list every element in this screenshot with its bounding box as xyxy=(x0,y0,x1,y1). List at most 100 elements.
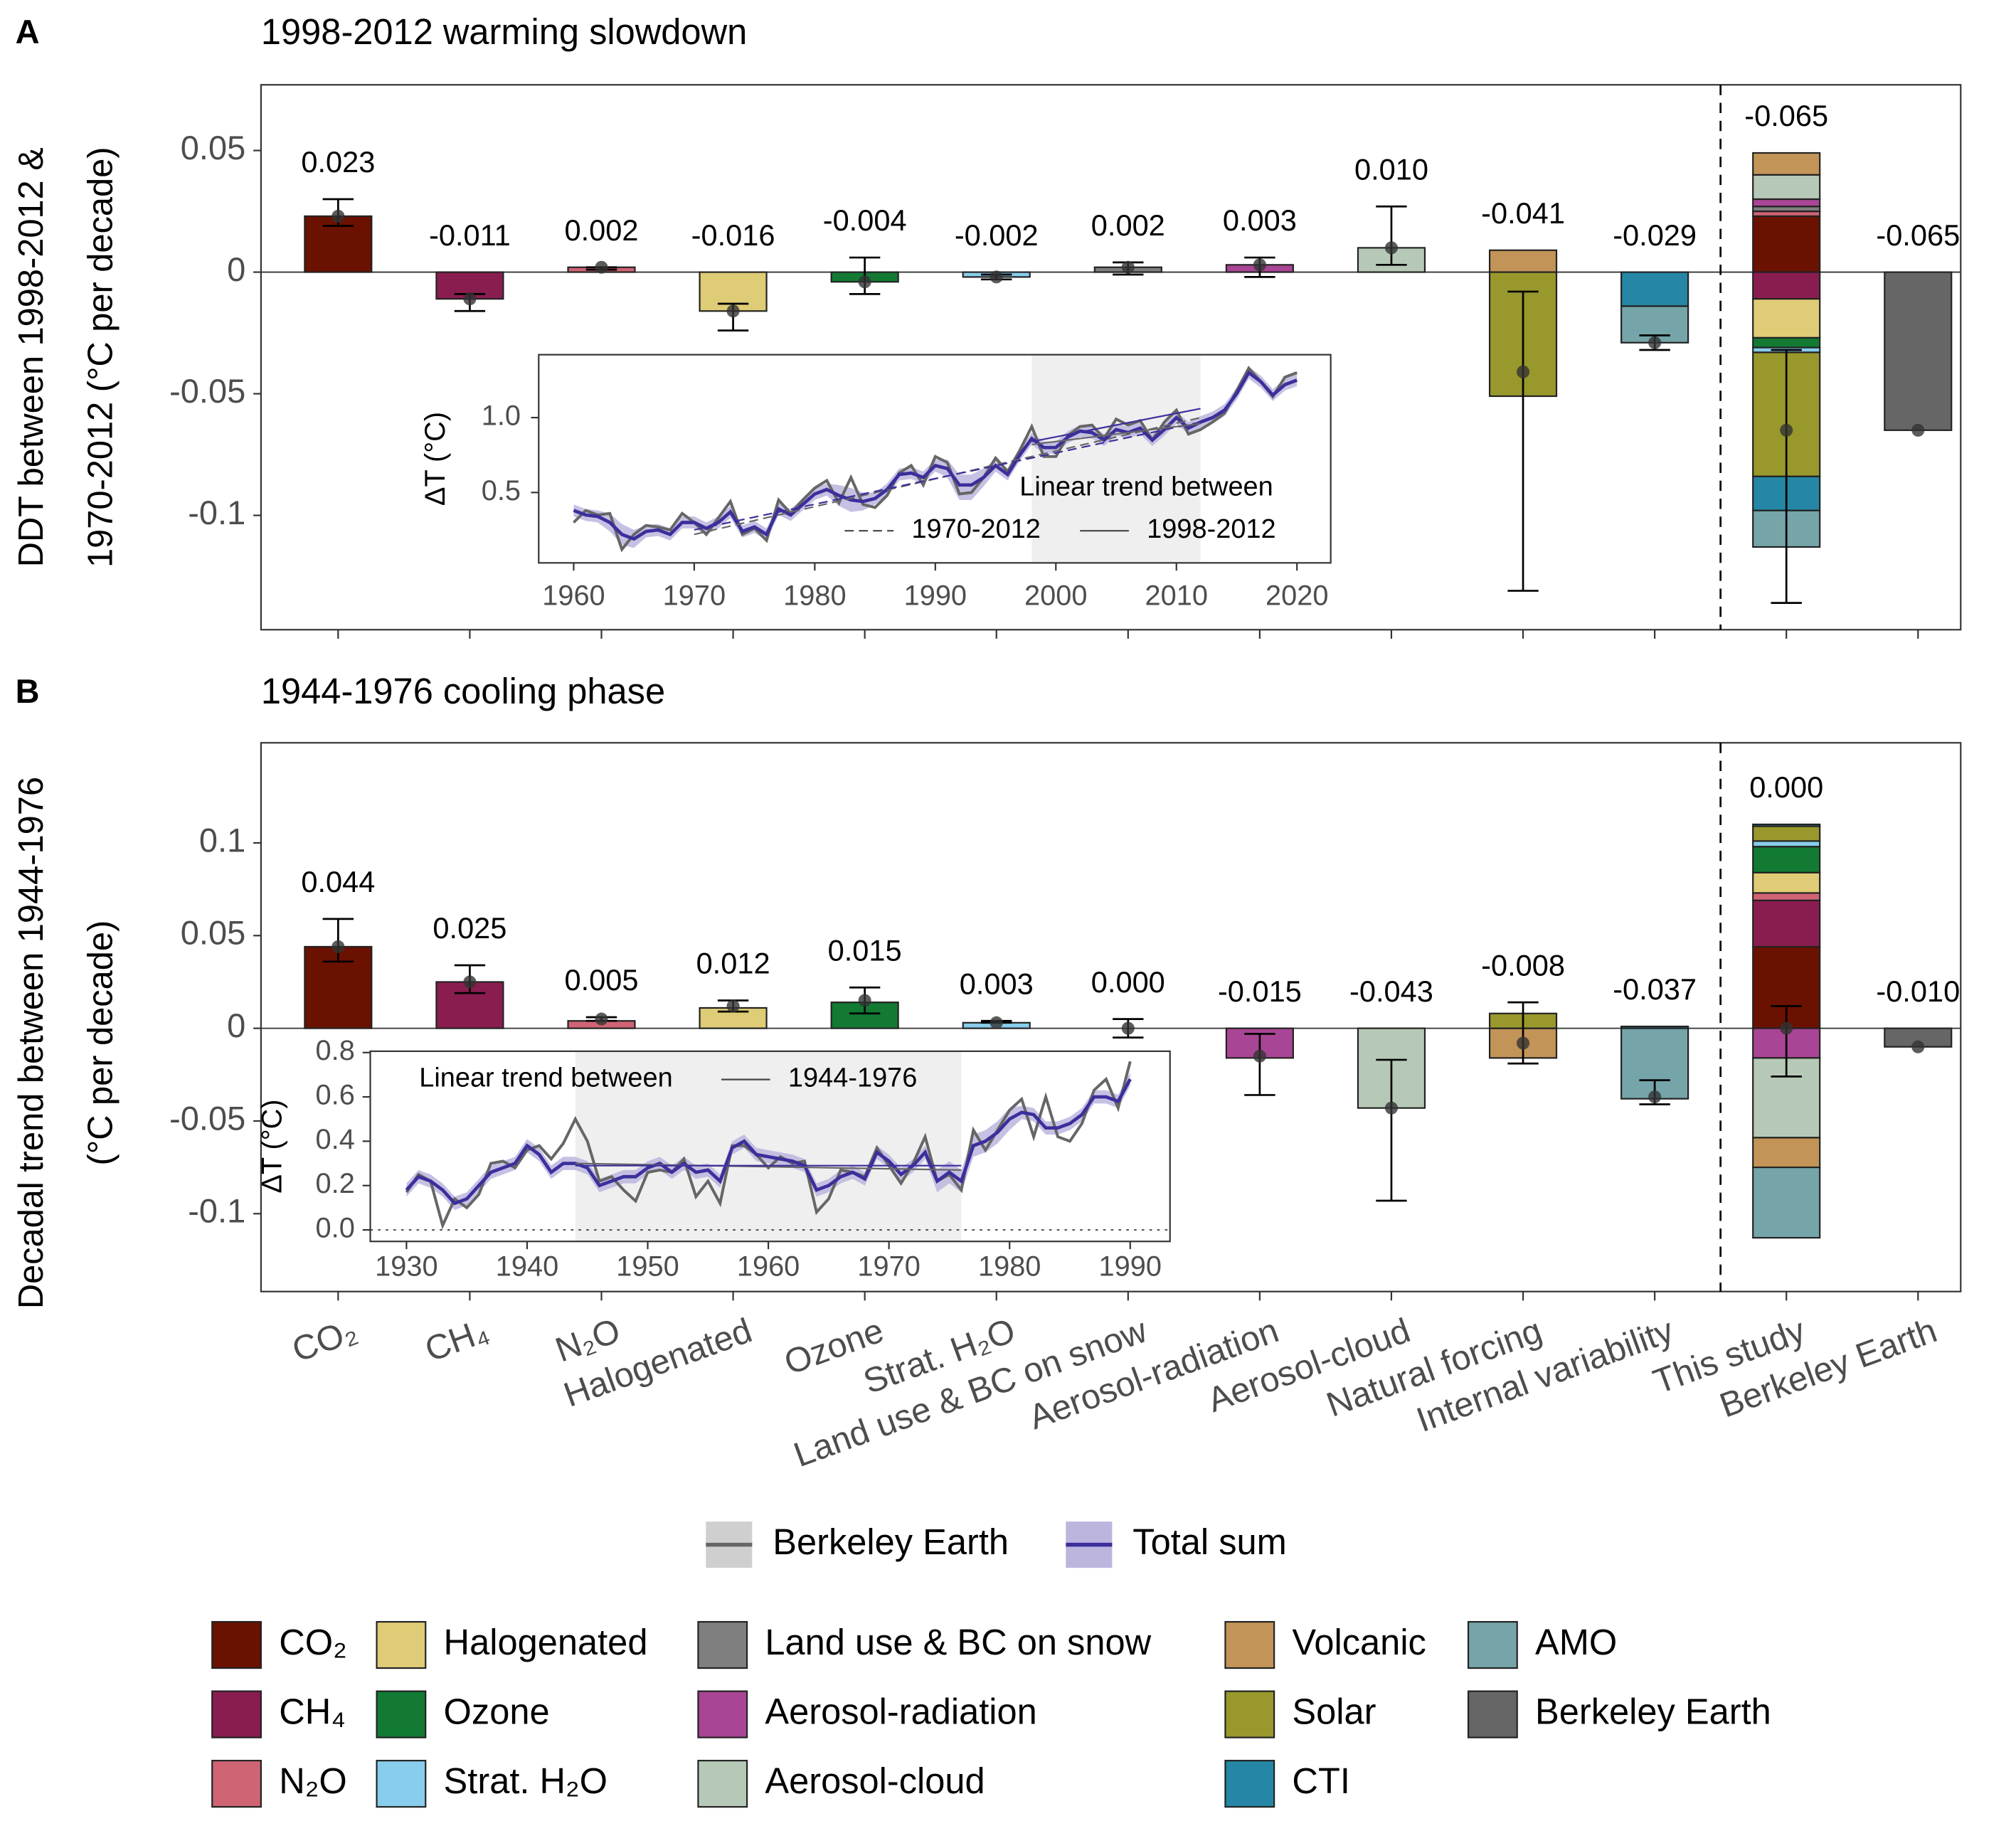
value-label: -0.065 xyxy=(1876,218,1960,252)
series-line xyxy=(405,1078,1132,1206)
point xyxy=(331,940,345,953)
value-label: 0.010 xyxy=(1354,152,1428,186)
series-line xyxy=(405,1061,1132,1230)
bar-segment xyxy=(1752,298,1821,339)
value-label: -0.015 xyxy=(1218,975,1302,1008)
inset-x-tick-label: 1980 xyxy=(978,1251,1041,1283)
value-label: 0.003 xyxy=(960,967,1034,1000)
trend-legend-label: 1944-1976 xyxy=(788,1063,917,1093)
panel-letter: B xyxy=(16,672,40,710)
point xyxy=(1648,336,1662,349)
inset-y-tick-label: 0.4 xyxy=(316,1124,355,1155)
trend-line xyxy=(1031,423,1201,446)
point xyxy=(726,999,740,1013)
trend-legend-title: Linear trend between xyxy=(1019,472,1273,502)
inset-y-tick-label: 0.8 xyxy=(316,1035,355,1066)
inset-x-tick-label: 1940 xyxy=(496,1251,558,1283)
inset-y-tick-label: 0.2 xyxy=(316,1168,355,1199)
value-label: -0.043 xyxy=(1349,975,1433,1008)
inset-x-tick-label: 2020 xyxy=(1266,580,1328,612)
value-label: -0.037 xyxy=(1613,972,1697,1006)
shaded-period xyxy=(1031,354,1201,563)
point xyxy=(331,209,345,223)
point xyxy=(858,275,871,289)
legend-swatch xyxy=(1224,1760,1275,1808)
inset-x-tick-label: 2000 xyxy=(1024,580,1087,612)
y-axis-title: 1970-2012 (°C per decade) xyxy=(81,147,120,568)
bar-segment xyxy=(1752,823,1821,827)
y-axis-title: Decadal trend between 1944-1976 xyxy=(12,777,51,1309)
value-label: 0.023 xyxy=(301,145,375,179)
value-label: -0.008 xyxy=(1481,948,1565,982)
value-label: -0.041 xyxy=(1481,196,1565,230)
inset-y-tick-label: 0.0 xyxy=(316,1213,355,1244)
legend-label: Ozone xyxy=(444,1691,550,1731)
value-label: -0.065 xyxy=(1744,99,1828,132)
bar-segment xyxy=(1752,336,1821,349)
legend-swatch xyxy=(1467,1690,1518,1738)
legend-swatch xyxy=(697,1690,748,1738)
y-tick-label: -0.05 xyxy=(169,1099,245,1137)
line-legend-label: Berkeley Earth xyxy=(773,1522,1009,1562)
panel-title: 1998-2012 warming slowdown xyxy=(261,11,747,52)
inset-x-tick-label: 1970 xyxy=(663,580,726,612)
legend-swatch xyxy=(376,1690,427,1738)
point xyxy=(1121,1021,1135,1035)
y-tick-label: -0.05 xyxy=(169,372,245,410)
point xyxy=(726,304,740,318)
bar-segment xyxy=(1752,840,1821,848)
legend-swatch xyxy=(376,1760,427,1808)
legend-label: AMO xyxy=(1535,1622,1617,1662)
trend-legend-title: Linear trend between xyxy=(419,1063,673,1093)
y-axis-title: (°C per decade) xyxy=(81,920,120,1166)
value-label: -0.002 xyxy=(955,218,1039,252)
legend-label: Halogenated xyxy=(444,1622,648,1662)
point xyxy=(1253,1049,1266,1063)
value-label: 0.002 xyxy=(1091,208,1165,242)
inset-x-tick-label: 1930 xyxy=(375,1251,437,1283)
panel-title: 1944-1976 cooling phase xyxy=(261,671,665,711)
point xyxy=(990,270,1003,284)
point xyxy=(1384,241,1399,255)
panel-letter: A xyxy=(16,13,40,51)
legend-label: CTI xyxy=(1292,1761,1350,1801)
point xyxy=(1780,423,1793,437)
legend-label: Solar xyxy=(1292,1691,1376,1731)
bar-segment xyxy=(1752,899,1821,948)
legend-label: Berkeley Earth xyxy=(1535,1691,1771,1731)
point xyxy=(1911,1040,1925,1053)
bar-segment xyxy=(1488,249,1558,273)
shaded-period xyxy=(575,1051,962,1242)
inset-frame xyxy=(369,1050,1171,1243)
y-tick-label: 0 xyxy=(227,250,245,288)
y-axis-title: DDT between 1998-2012 & xyxy=(12,147,51,567)
legend-label: CH₄ xyxy=(279,1691,346,1731)
bar-segment xyxy=(1752,174,1821,201)
y-tick-label: 0.1 xyxy=(199,821,245,859)
y-tick-label: 0 xyxy=(227,1007,245,1044)
bar-segment xyxy=(1752,892,1821,901)
trend-legend-label: 1970-2012 xyxy=(911,514,1040,544)
bar-segment xyxy=(1752,846,1821,873)
point xyxy=(858,994,871,1007)
value-label: 0.002 xyxy=(565,213,639,247)
value-label: 0.003 xyxy=(1223,203,1297,237)
y-tick-label: -0.1 xyxy=(188,1192,245,1230)
legend-label: Aerosol-cloud xyxy=(765,1761,985,1801)
legend-swatch xyxy=(1224,1690,1275,1738)
inset-y-tick-label: 0.6 xyxy=(316,1080,355,1111)
point xyxy=(1648,1090,1662,1104)
value-label: -0.016 xyxy=(691,218,775,252)
value-label: 0.012 xyxy=(696,947,770,980)
bar-segment xyxy=(1752,1137,1821,1169)
point xyxy=(990,1016,1003,1029)
bar-segment xyxy=(1752,271,1821,300)
inset-x-tick-label: 1960 xyxy=(542,580,605,612)
point xyxy=(463,292,477,306)
inset-y-tick-label: 0.5 xyxy=(482,475,521,506)
legend-swatch xyxy=(211,1690,262,1738)
bar-segment xyxy=(1752,825,1821,842)
value-label: -0.004 xyxy=(823,203,907,237)
